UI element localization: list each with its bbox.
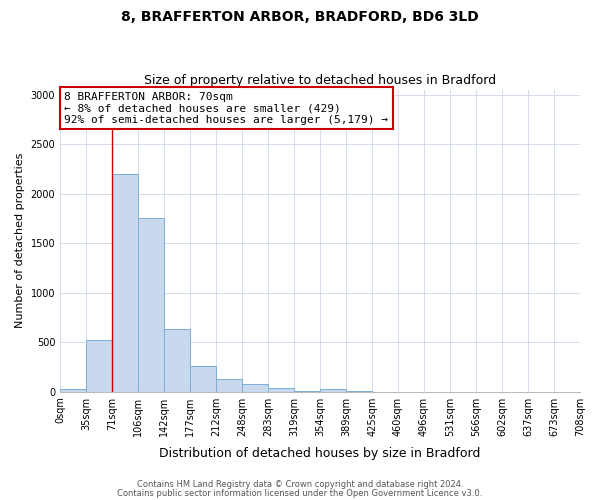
- Bar: [138, 218, 164, 392]
- Text: Contains HM Land Registry data © Crown copyright and database right 2024.: Contains HM Land Registry data © Crown c…: [137, 480, 463, 489]
- Bar: [320, 388, 346, 392]
- Title: Size of property relative to detached houses in Bradford: Size of property relative to detached ho…: [144, 74, 496, 87]
- X-axis label: Distribution of detached houses by size in Bradford: Distribution of detached houses by size …: [160, 447, 481, 460]
- Bar: [268, 388, 294, 392]
- Bar: [190, 366, 216, 392]
- Bar: [60, 389, 86, 392]
- Text: Contains public sector information licensed under the Open Government Licence v3: Contains public sector information licen…: [118, 488, 482, 498]
- Bar: [86, 340, 112, 392]
- Bar: [216, 379, 242, 392]
- Bar: [112, 174, 138, 392]
- Text: 8 BRAFFERTON ARBOR: 70sqm
← 8% of detached houses are smaller (429)
92% of semi-: 8 BRAFFERTON ARBOR: 70sqm ← 8% of detach…: [64, 92, 388, 124]
- Text: 8, BRAFFERTON ARBOR, BRADFORD, BD6 3LD: 8, BRAFFERTON ARBOR, BRADFORD, BD6 3LD: [121, 10, 479, 24]
- Y-axis label: Number of detached properties: Number of detached properties: [15, 153, 25, 328]
- Bar: [164, 330, 190, 392]
- Bar: [242, 384, 268, 392]
